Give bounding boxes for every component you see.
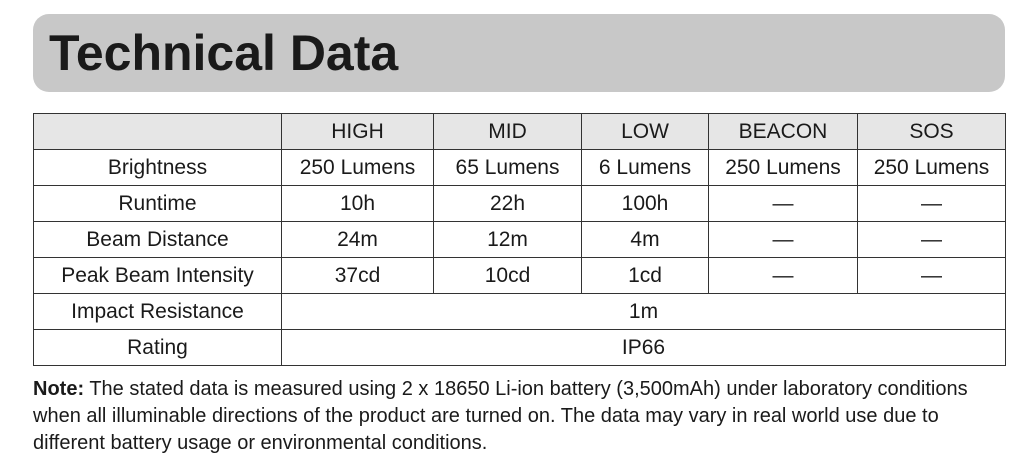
table-cell: 12m xyxy=(433,221,582,258)
table-row: Peak Beam Intensity 37cd 10cd 1cd — — xyxy=(33,257,1006,294)
table-row: Brightness 250 Lumens 65 Lumens 6 Lumens 250… xyxy=(33,149,1006,186)
page-title: Technical Data xyxy=(49,25,399,81)
row-label: Beam Distance xyxy=(33,221,282,258)
column-header: SOS xyxy=(857,113,1006,150)
column-header: LOW xyxy=(581,113,709,150)
row-label: Brightness xyxy=(33,149,282,186)
table-body: Brightness 250 Lumens 65 Lumens 6 Lumens 250… xyxy=(33,149,1006,366)
table-cell: 1m xyxy=(281,293,1006,330)
table-cell: — xyxy=(857,185,1006,222)
note: Note: The stated data is measured using … xyxy=(33,376,1008,457)
table-cell: 250 Lumens xyxy=(857,149,1006,186)
row-label: Rating xyxy=(33,329,282,366)
column-header: MID xyxy=(433,113,582,150)
table-cell: — xyxy=(708,257,858,294)
table-row: Rating IP66 xyxy=(33,329,1006,366)
row-label: Peak Beam Intensity xyxy=(33,257,282,294)
table-row: Impact Resistance 1m xyxy=(33,293,1006,330)
table-cell: 100h xyxy=(581,185,709,222)
table-row: Runtime 10h 22h 100h — — xyxy=(33,185,1006,222)
table-cell: 10cd xyxy=(433,257,582,294)
table-cell: 4m xyxy=(581,221,709,258)
table-cell: 250 Lumens xyxy=(281,149,434,186)
header-row: HIGH MID LOW BEACON SOS xyxy=(33,113,1006,150)
table-cell: — xyxy=(708,185,858,222)
table-cell: 65 Lumens xyxy=(433,149,582,186)
row-label: Impact Resistance xyxy=(33,293,282,330)
table-cell: 1cd xyxy=(581,257,709,294)
table-cell: 22h xyxy=(433,185,582,222)
table-cell: 250 Lumens xyxy=(708,149,858,186)
column-header: BEACON xyxy=(708,113,858,150)
title-banner: Technical Data xyxy=(33,14,1005,92)
note-label: Note: xyxy=(33,378,85,400)
table-row: Beam Distance 24m 12m 4m — — xyxy=(33,221,1006,258)
table-cell: — xyxy=(708,221,858,258)
note-text: The stated data is measured using 2 x 18… xyxy=(33,378,968,454)
corner-cell xyxy=(33,113,282,150)
table-cell: — xyxy=(857,221,1006,258)
column-header: HIGH xyxy=(281,113,434,150)
table-cell: 6 Lumens xyxy=(581,149,709,186)
table-cell: 10h xyxy=(281,185,434,222)
row-label: Runtime xyxy=(33,185,282,222)
table-cell: IP66 xyxy=(281,329,1006,366)
table-cell: 37cd xyxy=(281,257,434,294)
table-cell: 24m xyxy=(281,221,434,258)
table-cell: — xyxy=(857,257,1006,294)
spec-table: HIGH MID LOW BEACON SOS Brightness 250 Lumens… xyxy=(33,113,1006,366)
